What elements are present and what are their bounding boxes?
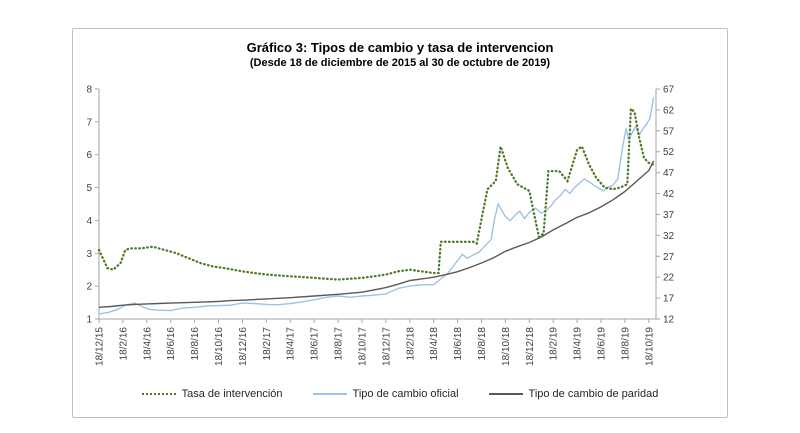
svg-text:18/12/18: 18/12/18 — [525, 327, 536, 366]
legend-item: Tasa de intervención — [141, 388, 283, 400]
chart-plot: 1 2 3 4 5 6 7 8 12 17 22 27 32 37 42 47 52 57 62 67 18/12/15… — [75, 73, 727, 382]
svg-text:12: 12 — [663, 315, 675, 326]
chart-frame: Gráfico 3: Tipos de cambio y tasa de int… — [72, 28, 728, 418]
svg-text:18/2/19: 18/2/19 — [549, 327, 560, 361]
svg-text:18/6/16: 18/6/16 — [166, 327, 177, 361]
svg-text:57: 57 — [663, 126, 675, 137]
svg-text:18/8/19: 18/8/19 — [620, 327, 631, 361]
svg-text:2: 2 — [86, 282, 92, 293]
series-line — [97, 106, 655, 281]
svg-text:18/6/17: 18/6/17 — [310, 327, 321, 361]
legend-line-sample — [141, 393, 176, 395]
svg-text:17: 17 — [663, 294, 675, 305]
svg-text:18/2/16: 18/2/16 — [118, 327, 129, 361]
svg-text:18/4/19: 18/4/19 — [573, 327, 584, 361]
svg-text:32: 32 — [663, 231, 675, 242]
svg-text:18/6/18: 18/6/18 — [453, 327, 464, 361]
chart-svg: 1234567812172227323742475257626718/12/15… — [86, 85, 675, 366]
svg-text:27: 27 — [663, 252, 675, 263]
svg-text:42: 42 — [663, 189, 675, 200]
series-line — [98, 97, 655, 315]
svg-text:18/4/18: 18/4/18 — [429, 327, 440, 361]
svg-text:18/12/16: 18/12/16 — [238, 327, 249, 366]
svg-text:5: 5 — [86, 183, 92, 194]
svg-text:18/10/16: 18/10/16 — [214, 327, 225, 366]
svg-text:18/4/16: 18/4/16 — [142, 327, 153, 361]
svg-text:18/6/19: 18/6/19 — [597, 327, 608, 361]
svg-text:18/2/18: 18/2/18 — [405, 327, 416, 361]
svg-text:6: 6 — [86, 150, 92, 161]
svg-text:52: 52 — [663, 147, 675, 158]
svg-text:18/12/15: 18/12/15 — [95, 327, 106, 366]
svg-text:8: 8 — [86, 85, 92, 96]
svg-text:1: 1 — [86, 315, 92, 326]
svg-text:4: 4 — [86, 216, 92, 227]
svg-text:18/2/17: 18/2/17 — [262, 327, 273, 361]
legend-label: Tipo de cambio de paridad — [528, 388, 659, 400]
svg-text:7: 7 — [86, 117, 92, 128]
chart-title: Gráfico 3: Tipos de cambio y tasa de int… — [246, 40, 554, 55]
svg-text:18/8/16: 18/8/16 — [190, 327, 201, 361]
chart-subtitle: (Desde 18 de diciembre de 2015 al 30 de … — [249, 57, 551, 69]
legend-item: Tipo de cambio oficial — [312, 388, 459, 400]
legend-line-sample — [312, 393, 347, 395]
legend-label: Tipo de cambio oficial — [352, 388, 459, 400]
svg-text:18/4/17: 18/4/17 — [286, 327, 297, 361]
svg-text:18/10/19: 18/10/19 — [644, 327, 655, 366]
legend-label: Tasa de intervención — [181, 388, 283, 400]
svg-text:67: 67 — [663, 85, 675, 96]
svg-text:47: 47 — [663, 168, 675, 179]
svg-text:62: 62 — [663, 105, 675, 116]
legend-item: Tipo de cambio de paridad — [488, 388, 659, 400]
svg-text:18/8/18: 18/8/18 — [477, 327, 488, 361]
svg-text:37: 37 — [663, 210, 675, 221]
svg-text:22: 22 — [663, 273, 675, 284]
svg-text:18/10/18: 18/10/18 — [501, 327, 512, 366]
series-line — [98, 160, 655, 308]
svg-text:18/10/17: 18/10/17 — [358, 327, 369, 366]
svg-text:18/8/17: 18/8/17 — [334, 327, 345, 361]
chart-legend: Tasa de intervención Tipo de cambio ofici… — [73, 388, 727, 400]
svg-text:3: 3 — [86, 249, 92, 260]
svg-text:18/12/17: 18/12/17 — [381, 327, 392, 366]
legend-line-sample — [488, 393, 523, 395]
